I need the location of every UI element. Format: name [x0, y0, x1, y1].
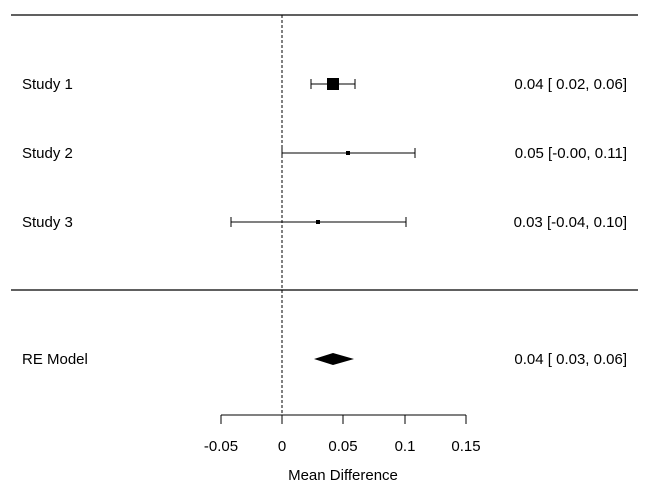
x-tick-label: -0.05 [204, 438, 238, 455]
study-row-2: Study 2 0.05 [-0.00, 0.11] [22, 145, 627, 162]
x-axis-title: Mean Difference [288, 467, 398, 484]
effect-ci-text: 0.04 [ 0.02, 0.06] [514, 76, 627, 93]
x-tick-label: 0.1 [395, 438, 416, 455]
x-tick-label: 0 [278, 438, 286, 455]
summary-ci-text: 0.04 [ 0.03, 0.06] [514, 351, 627, 368]
study-row-1: Study 1 0.04 [ 0.02, 0.06] [22, 76, 627, 93]
study-label: Study 2 [22, 145, 73, 162]
summary-diamond [314, 353, 354, 365]
study-row-3: Study 3 0.03 [-0.04, 0.10] [22, 214, 627, 231]
point-estimate-square [346, 151, 350, 155]
study-label: Study 1 [22, 76, 73, 93]
x-tick-label: 0.05 [328, 438, 357, 455]
summary-label: RE Model [22, 351, 88, 368]
study-label: Study 3 [22, 214, 73, 231]
point-estimate-square [327, 78, 339, 90]
summary-row: RE Model 0.04 [ 0.03, 0.06] [22, 351, 627, 368]
x-axis: -0.05 0 0.05 0.1 0.15 Mean Difference [204, 414, 481, 484]
effect-ci-text: 0.03 [-0.04, 0.10] [514, 214, 627, 231]
effect-ci-text: 0.05 [-0.00, 0.11] [515, 145, 627, 162]
point-estimate-square [316, 220, 320, 224]
x-tick-label: 0.15 [451, 438, 480, 455]
